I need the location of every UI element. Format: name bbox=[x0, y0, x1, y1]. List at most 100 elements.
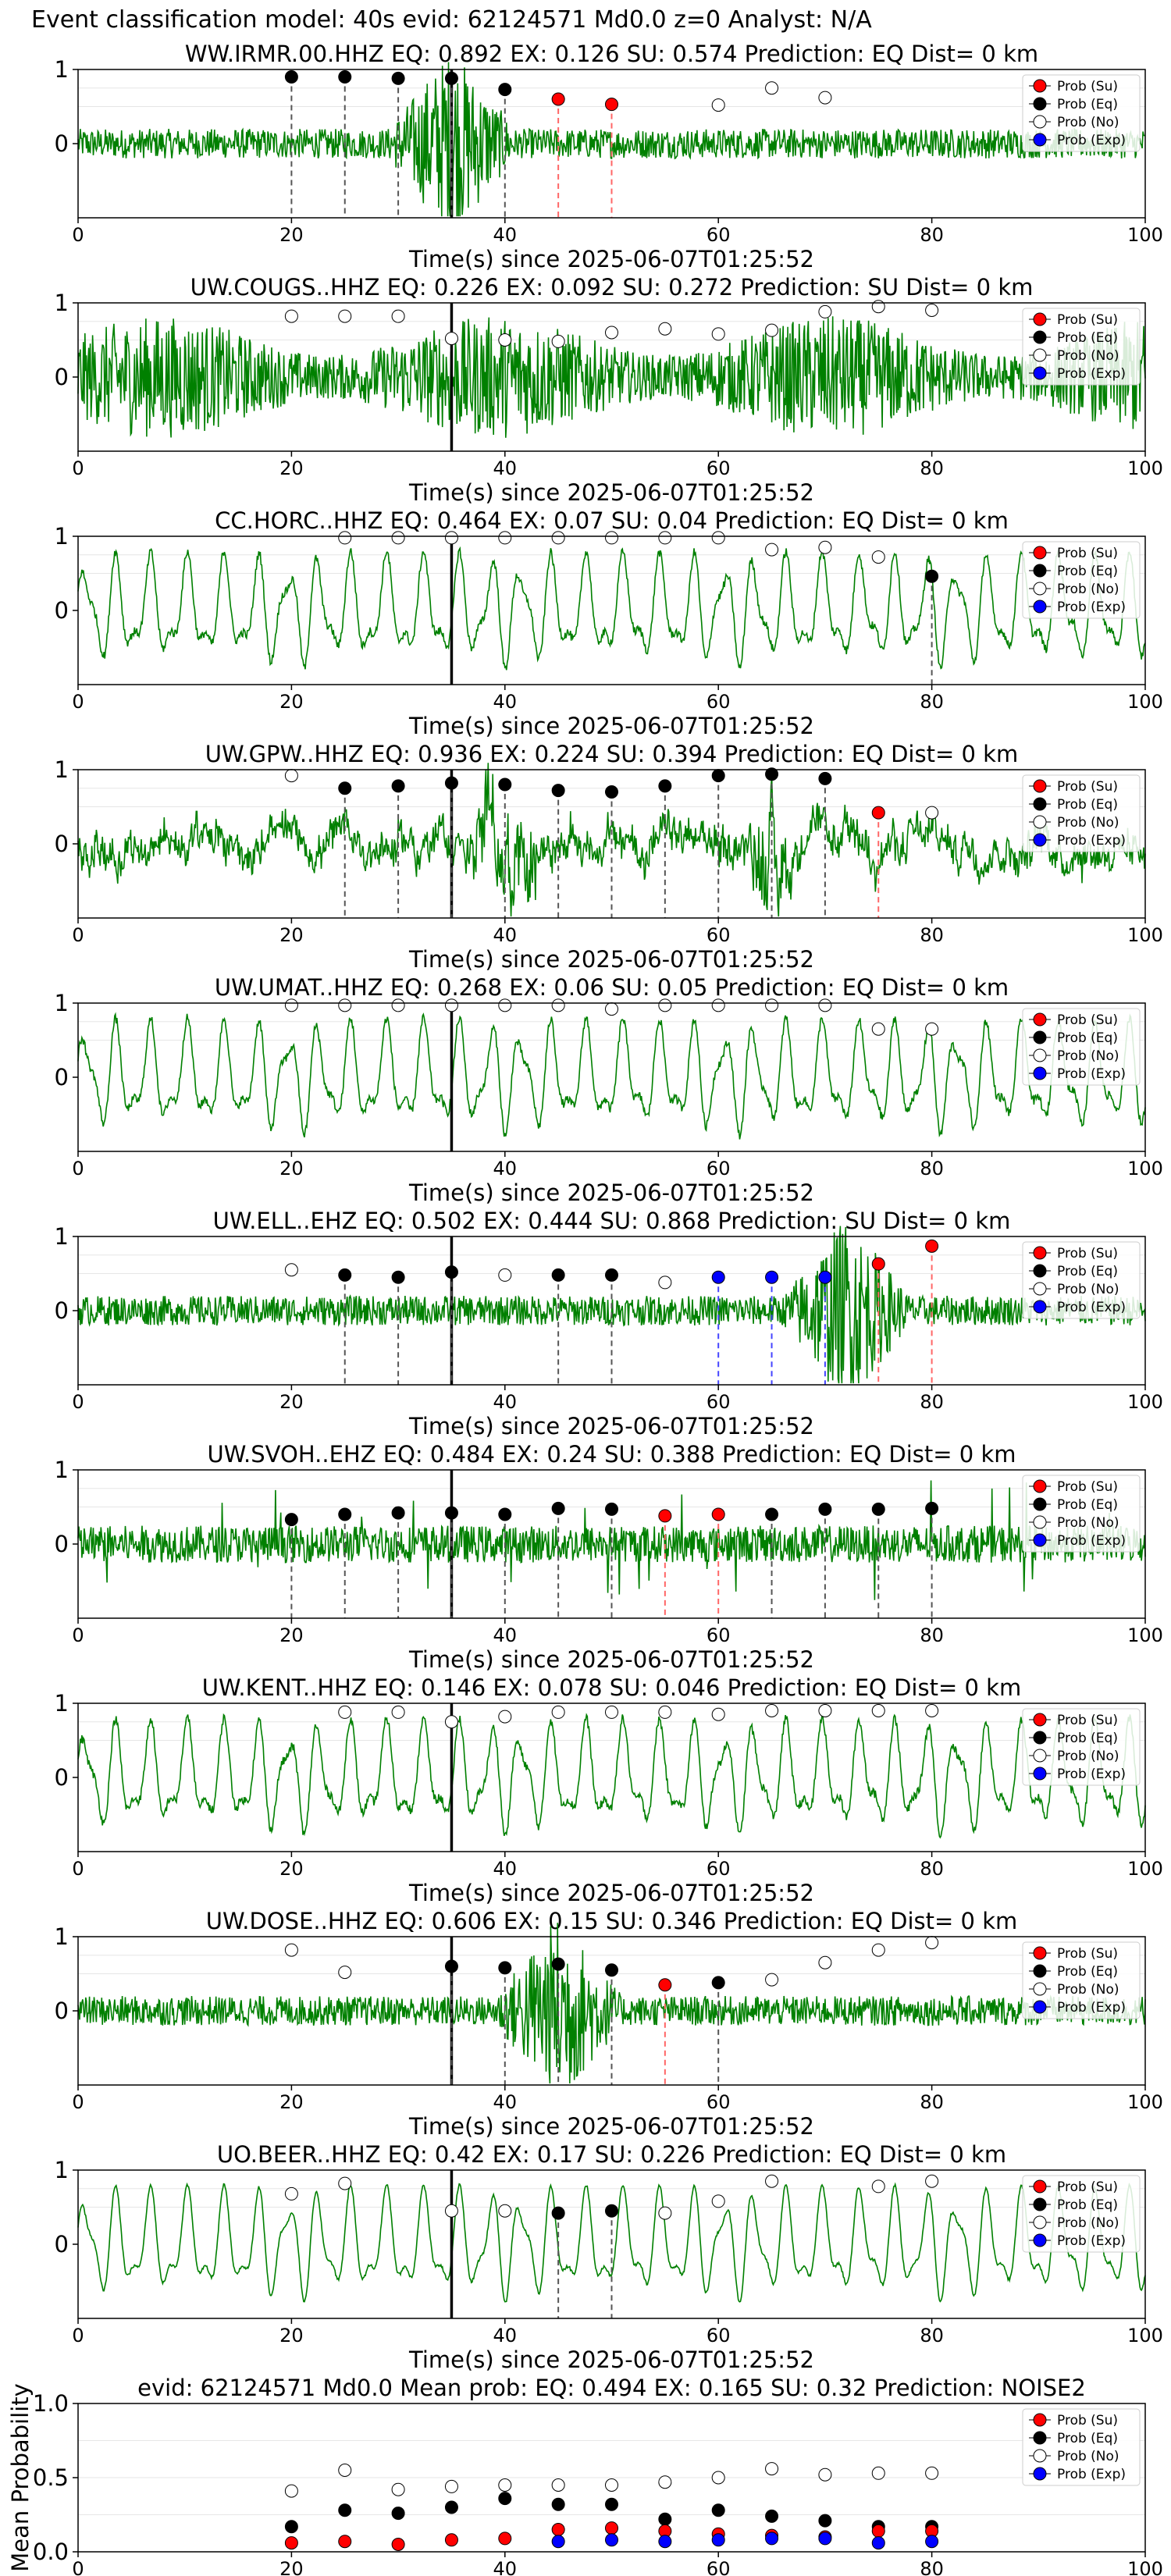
prob-marker-no bbox=[658, 2206, 672, 2220]
mean-prob-marker-eq bbox=[284, 2520, 298, 2534]
prob-marker-no bbox=[925, 1704, 939, 1717]
legend-label: Prob (Su) bbox=[1057, 1479, 1118, 1495]
prob-marker-no bbox=[605, 1002, 618, 1016]
y-axis-label: Mean Probability bbox=[7, 2383, 34, 2572]
mean-prob-marker-exp bbox=[711, 2533, 725, 2547]
waveform-trace bbox=[77, 2182, 1146, 2303]
legend-box bbox=[1022, 1008, 1141, 1086]
prob-marker-no bbox=[391, 998, 405, 1012]
legend-label: Prob (Eq) bbox=[1057, 1264, 1118, 1279]
legend-swatch-marker bbox=[1033, 312, 1047, 326]
waveform-trace bbox=[77, 62, 1146, 217]
legend-label: Prob (No) bbox=[1057, 815, 1119, 831]
subplot-title: UW.COUGS..HHZ EQ: 0.226 EX: 0.092 SU: 0.… bbox=[190, 274, 1034, 301]
y-tick-label: 0 bbox=[55, 1297, 69, 1324]
waveform-trace bbox=[77, 1712, 1146, 1839]
y-tick-label: 0 bbox=[55, 1764, 69, 1791]
prob-marker-no bbox=[498, 2204, 512, 2218]
prob-marker-no bbox=[711, 1707, 725, 1721]
mean-prob-marker-no bbox=[444, 2479, 458, 2493]
y-tick-label: 1 bbox=[55, 990, 69, 1016]
x-tick-label: 20 bbox=[279, 691, 304, 713]
x-tick-label: 100 bbox=[1127, 691, 1163, 713]
subplot-5: UW.UMAT..HHZ EQ: 0.268 EX: 0.06 SU: 0.05… bbox=[55, 974, 1163, 1206]
y-tick-label: 0 bbox=[55, 1531, 69, 1557]
prob-marker-no bbox=[871, 1022, 885, 1036]
prob-marker-no bbox=[444, 998, 458, 1012]
legend-label: Prob (Exp) bbox=[1057, 2233, 1126, 2249]
y-tick-label: 0.0 bbox=[33, 2539, 69, 2565]
prob-marker-no bbox=[765, 1704, 779, 1717]
prob-marker-no bbox=[605, 531, 618, 545]
figure-title: Event classification model: 40s evid: 62… bbox=[31, 6, 872, 34]
waveform-trace bbox=[77, 1226, 1146, 1384]
x-tick-label: 0 bbox=[72, 1391, 84, 1413]
x-tick-label: 60 bbox=[707, 1858, 731, 1880]
prob-marker-no bbox=[765, 323, 779, 337]
legend-label: Prob (Eq) bbox=[1057, 330, 1118, 346]
legend-label: Prob (Exp) bbox=[1057, 133, 1126, 148]
y-tick-label: 1 bbox=[55, 523, 69, 550]
legend-swatch-marker bbox=[1033, 582, 1047, 596]
legend-swatch-marker bbox=[1033, 97, 1047, 111]
y-tick-label: 1 bbox=[55, 1923, 69, 1950]
prob-marker-su bbox=[605, 98, 618, 112]
legend-swatch-marker bbox=[1033, 1030, 1047, 1044]
legend-label: Prob (Eq) bbox=[1057, 1030, 1118, 1046]
x-tick-label: 0 bbox=[72, 1624, 84, 1646]
prob-marker-no bbox=[765, 2174, 779, 2188]
legend-box bbox=[1022, 2408, 1141, 2486]
prob-marker-no bbox=[765, 543, 779, 557]
prob-marker-no bbox=[284, 769, 298, 783]
legend-swatch-marker bbox=[1033, 1982, 1047, 1996]
x-tick-label: 20 bbox=[279, 2325, 304, 2347]
prob-marker-eq bbox=[498, 83, 512, 97]
prob-marker-exp bbox=[818, 1270, 832, 1284]
x-tick-label: 0 bbox=[72, 1158, 84, 1179]
x-axis-label: Time(s) since 2025-06-07T01:25:52 bbox=[408, 2347, 814, 2373]
prob-marker-no bbox=[658, 322, 672, 336]
subplot-6: UW.ELL..EHZ EQ: 0.502 EX: 0.444 SU: 0.86… bbox=[55, 1208, 1163, 1439]
legend-swatch-marker bbox=[1033, 1767, 1047, 1781]
prob-marker-no bbox=[871, 2179, 885, 2194]
x-tick-label: 100 bbox=[1127, 2558, 1163, 2576]
x-axis-label: Time(s) since 2025-06-07T01:25:52 bbox=[408, 946, 814, 973]
prob-marker-eq bbox=[284, 1513, 298, 1527]
prob-marker-no bbox=[818, 304, 832, 318]
x-tick-label: 100 bbox=[1127, 2325, 1163, 2347]
x-tick-label: 20 bbox=[279, 924, 304, 946]
subplot-title: UW.GPW..HHZ EQ: 0.936 EX: 0.224 SU: 0.39… bbox=[205, 741, 1018, 767]
prob-marker-no bbox=[925, 1936, 939, 1950]
x-tick-label: 40 bbox=[493, 1158, 518, 1179]
prob-marker-eq bbox=[444, 1265, 458, 1279]
legend-label: Prob (Eq) bbox=[1057, 2431, 1118, 2446]
mean-prob-marker-exp bbox=[818, 2532, 832, 2546]
x-tick-label: 20 bbox=[279, 457, 304, 479]
x-tick-label: 80 bbox=[920, 691, 944, 713]
mean-prob-marker-exp bbox=[925, 2535, 939, 2549]
x-tick-label: 80 bbox=[920, 1391, 944, 1413]
legend-box bbox=[1022, 774, 1141, 852]
prob-marker-eq bbox=[551, 1501, 565, 1515]
subplot-11: evid: 62124571 Md0.0 Mean prob: EQ: 0.49… bbox=[7, 2375, 1163, 2576]
mean-prob-marker-no bbox=[765, 2462, 779, 2476]
subplot-title: UW.KENT..HHZ EQ: 0.146 EX: 0.078 SU: 0.0… bbox=[202, 1674, 1021, 1701]
legend-label: Prob (Exp) bbox=[1057, 2000, 1126, 2016]
mean-prob-marker-no bbox=[551, 2478, 565, 2492]
legend-label: Prob (No) bbox=[1057, 582, 1119, 597]
legend-label: Prob (Su) bbox=[1057, 2179, 1118, 2195]
legend-swatch-marker bbox=[1033, 1515, 1047, 1529]
legend-label: Prob (Su) bbox=[1057, 2413, 1118, 2428]
prob-marker-no bbox=[551, 998, 565, 1012]
prob-marker-no bbox=[711, 327, 725, 341]
mean-prob-marker-exp bbox=[551, 2535, 565, 2549]
axes-frame bbox=[77, 1002, 1146, 1152]
legend-swatch-marker bbox=[1033, 2449, 1047, 2463]
x-tick-label: 20 bbox=[279, 2558, 304, 2576]
prob-marker-no bbox=[284, 2186, 298, 2201]
mean-prob-marker-exp bbox=[765, 2532, 779, 2546]
prob-marker-no bbox=[391, 309, 405, 323]
waveform-trace bbox=[77, 546, 1146, 671]
legend-label: Prob (No) bbox=[1057, 1515, 1119, 1531]
prob-marker-no bbox=[284, 998, 298, 1012]
